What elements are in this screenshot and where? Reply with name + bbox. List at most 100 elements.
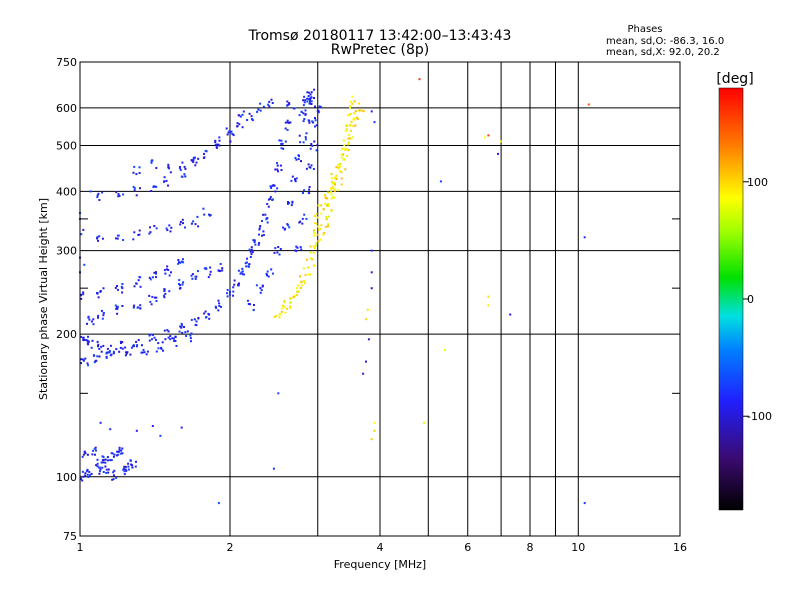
data-point — [271, 198, 274, 201]
data-point — [280, 147, 283, 150]
data-point — [347, 137, 350, 140]
data-point — [127, 468, 130, 471]
data-point — [346, 148, 348, 151]
data-point — [133, 285, 136, 288]
data-point — [205, 150, 208, 153]
data-point — [291, 200, 294, 203]
data-point — [161, 341, 164, 344]
data-point — [179, 325, 182, 328]
data-point — [138, 233, 141, 236]
colorbar-tick-label: 0 — [747, 293, 754, 306]
data-point — [333, 182, 336, 184]
data-point — [487, 304, 490, 307]
data-point — [245, 261, 248, 264]
data-point — [165, 179, 168, 182]
data-point — [225, 127, 228, 130]
data-point — [241, 126, 244, 129]
data-point — [259, 291, 262, 294]
data-point — [303, 213, 306, 216]
data-point — [139, 307, 142, 310]
colorbar-label: [deg] — [716, 71, 753, 87]
data-point — [163, 269, 166, 272]
data-point — [258, 227, 261, 230]
data-point — [178, 279, 181, 282]
data-point — [214, 143, 217, 146]
data-point — [262, 105, 265, 108]
stats-line-x: mean, sd,X: 92.0, 20.2 — [606, 47, 720, 58]
data-point — [123, 470, 126, 473]
data-point — [155, 350, 158, 353]
data-point — [129, 459, 132, 462]
data-point — [308, 166, 311, 169]
data-point — [140, 351, 143, 354]
data-point — [101, 459, 104, 462]
data-point — [208, 213, 211, 216]
data-point — [84, 474, 87, 477]
data-point — [335, 175, 337, 178]
data-point — [300, 160, 302, 163]
data-point — [319, 106, 322, 108]
data-point — [114, 286, 117, 289]
data-point — [343, 158, 346, 161]
y-tick-label: 200 — [56, 328, 77, 341]
data-point — [317, 240, 320, 243]
data-point — [281, 142, 284, 145]
data-point — [183, 173, 186, 176]
data-point — [218, 302, 221, 305]
data-point — [159, 434, 162, 437]
data-point — [163, 288, 166, 291]
data-point — [117, 193, 120, 196]
data-point — [304, 113, 307, 116]
data-point — [121, 291, 124, 294]
data-point — [203, 267, 206, 270]
data-point — [286, 129, 289, 131]
data-point — [98, 472, 101, 475]
data-point — [300, 284, 303, 287]
data-point — [81, 470, 84, 473]
data-point — [353, 100, 356, 103]
data-point — [358, 109, 361, 112]
data-point — [278, 253, 281, 256]
data-point — [102, 314, 105, 317]
data-point — [174, 339, 177, 342]
data-point — [229, 291, 231, 293]
data-point — [117, 450, 120, 453]
data-point — [348, 133, 351, 136]
data-point — [183, 165, 186, 168]
data-point — [259, 287, 262, 290]
data-point — [121, 347, 124, 350]
data-point — [298, 114, 301, 117]
data-point — [316, 143, 319, 146]
data-point — [179, 261, 182, 264]
data-point — [258, 228, 261, 231]
data-point — [237, 114, 240, 117]
data-point — [93, 361, 96, 364]
data-point — [248, 112, 251, 115]
data-point — [266, 203, 269, 205]
data-point — [259, 102, 262, 105]
data-point — [333, 190, 336, 193]
data-point — [80, 358, 83, 361]
data-point — [118, 448, 121, 451]
data-point — [279, 164, 282, 167]
data-point — [350, 129, 353, 132]
data-point — [272, 184, 275, 187]
data-point — [153, 225, 156, 227]
data-point — [343, 144, 346, 147]
data-point — [262, 213, 265, 216]
data-point — [351, 102, 354, 105]
data-point — [208, 313, 211, 316]
data-point — [82, 475, 85, 478]
data-point — [289, 307, 292, 310]
data-point — [153, 296, 156, 299]
data-point — [328, 215, 330, 218]
data-point — [266, 270, 269, 273]
data-point — [281, 304, 284, 307]
x-tick-label: 16 — [673, 541, 687, 554]
data-point — [96, 355, 99, 358]
data-point — [203, 152, 205, 155]
data-point — [108, 350, 111, 353]
data-point — [117, 234, 120, 237]
data-point — [300, 280, 303, 283]
data-point — [287, 202, 289, 205]
